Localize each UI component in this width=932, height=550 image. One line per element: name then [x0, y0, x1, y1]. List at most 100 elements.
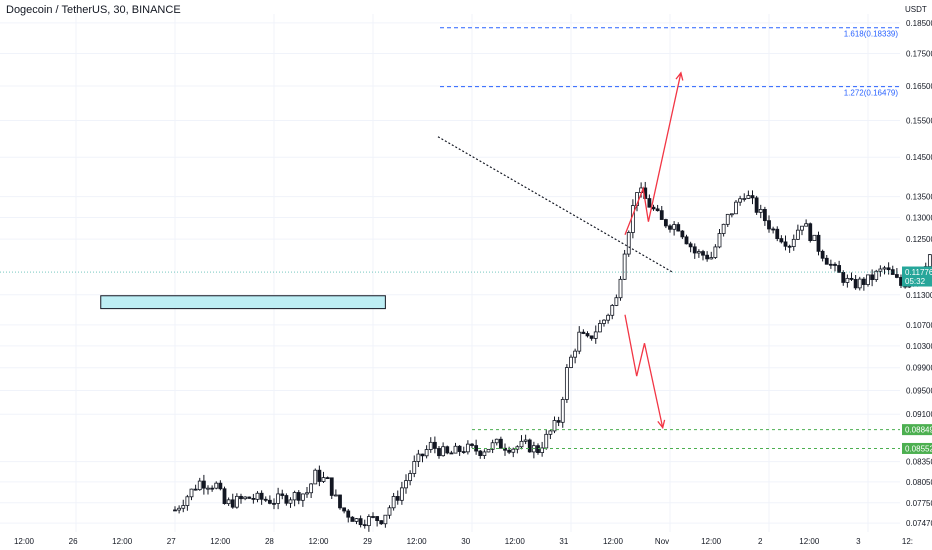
candle-body — [598, 323, 601, 331]
candle-body — [438, 448, 441, 455]
candle-body — [718, 234, 721, 247]
candle-body — [310, 484, 313, 493]
fib-label: 1.272(0.16479) — [844, 89, 899, 98]
candle-body — [322, 478, 325, 482]
candle-body — [400, 488, 403, 500]
price-badge-label: 0.08552 — [905, 444, 932, 453]
candle-body — [706, 255, 709, 259]
candle-body — [565, 368, 568, 400]
candle-body — [499, 439, 502, 448]
candle-body — [887, 268, 890, 270]
candle-body — [301, 494, 304, 500]
candle-body — [553, 421, 556, 431]
candle-body — [578, 332, 581, 351]
candle-body — [772, 229, 775, 230]
candle-body — [858, 279, 861, 288]
candle-body — [685, 237, 688, 244]
candle-body — [879, 269, 882, 271]
candle-body — [561, 399, 564, 422]
time-tick-label: 12:00 — [505, 537, 526, 546]
candle-body — [895, 275, 898, 278]
candle-body — [726, 214, 729, 224]
candle-body — [850, 278, 853, 279]
candle-body — [875, 271, 878, 279]
candle-body — [607, 315, 610, 320]
candle-body — [252, 498, 255, 499]
candle-body — [867, 275, 870, 285]
candle-body — [405, 481, 408, 488]
support-zone — [101, 296, 386, 309]
candle-body — [611, 305, 614, 315]
price-tick-label: 0.15500 — [906, 116, 932, 125]
candle-body — [524, 440, 527, 441]
candle-body — [648, 199, 651, 208]
candle-body — [730, 214, 733, 215]
candle-body — [417, 454, 420, 461]
candle-body — [293, 492, 296, 499]
time-tick-label: 12:00 — [14, 537, 35, 546]
candle-body — [541, 448, 544, 453]
price-tick-label: 0.08350 — [906, 458, 932, 467]
candle-body — [487, 449, 490, 452]
candle-body — [768, 221, 771, 229]
candle-body — [627, 232, 630, 254]
candle-body — [656, 209, 659, 211]
time-tick-label: Nov — [655, 537, 669, 546]
candle-body — [223, 489, 226, 504]
candle-body — [615, 298, 618, 306]
candle-body — [883, 268, 886, 269]
candle-body — [240, 496, 243, 498]
time-tick-label: 12: — [902, 537, 913, 546]
candle-body — [219, 483, 222, 489]
candle-body — [421, 454, 424, 456]
candle-body — [693, 247, 696, 253]
candle-body — [545, 434, 548, 448]
candle-body — [198, 481, 201, 490]
candle-body — [838, 265, 841, 272]
candle-body — [376, 517, 379, 521]
candle-body — [372, 516, 375, 517]
candle-body — [673, 225, 676, 230]
candle-body — [735, 202, 738, 214]
candle-body — [809, 224, 812, 241]
candle-body — [512, 449, 515, 452]
candle-body — [681, 231, 684, 237]
candle-body — [792, 239, 795, 246]
candle-body — [318, 470, 321, 481]
candle-body — [182, 506, 185, 509]
candle-body — [359, 519, 362, 525]
candle-body — [413, 461, 416, 473]
fib-label: 1.618(0.18339) — [844, 30, 899, 39]
candle-body — [590, 336, 593, 339]
candle-body — [508, 450, 511, 452]
time-tick-label: 12:00 — [603, 537, 624, 546]
time-tick-label: 26 — [69, 537, 78, 546]
candle-body — [739, 199, 742, 202]
grid — [0, 14, 932, 532]
time-tick-label: 12:00 — [210, 537, 231, 546]
candle-body — [347, 511, 350, 517]
candle-body — [842, 272, 845, 282]
candle-body — [570, 357, 573, 367]
candle-body — [710, 258, 713, 259]
candle-body — [273, 503, 276, 504]
price-tick-label: 0.12500 — [906, 235, 932, 244]
candle-body — [702, 252, 705, 256]
candle-body — [215, 483, 218, 488]
candle-body — [801, 226, 804, 230]
candle-body — [281, 494, 284, 496]
time-tick-label: 12:00 — [799, 537, 820, 546]
time-tick-label: 12:00 — [407, 537, 428, 546]
candle-body — [425, 450, 428, 456]
candle-body — [714, 247, 717, 258]
candle-body — [821, 251, 824, 258]
candle-body — [256, 493, 259, 499]
candle-body — [594, 332, 597, 338]
candle-body — [495, 439, 498, 443]
candle-body — [479, 451, 482, 456]
candle-body — [446, 447, 449, 453]
candle-body — [471, 444, 474, 445]
